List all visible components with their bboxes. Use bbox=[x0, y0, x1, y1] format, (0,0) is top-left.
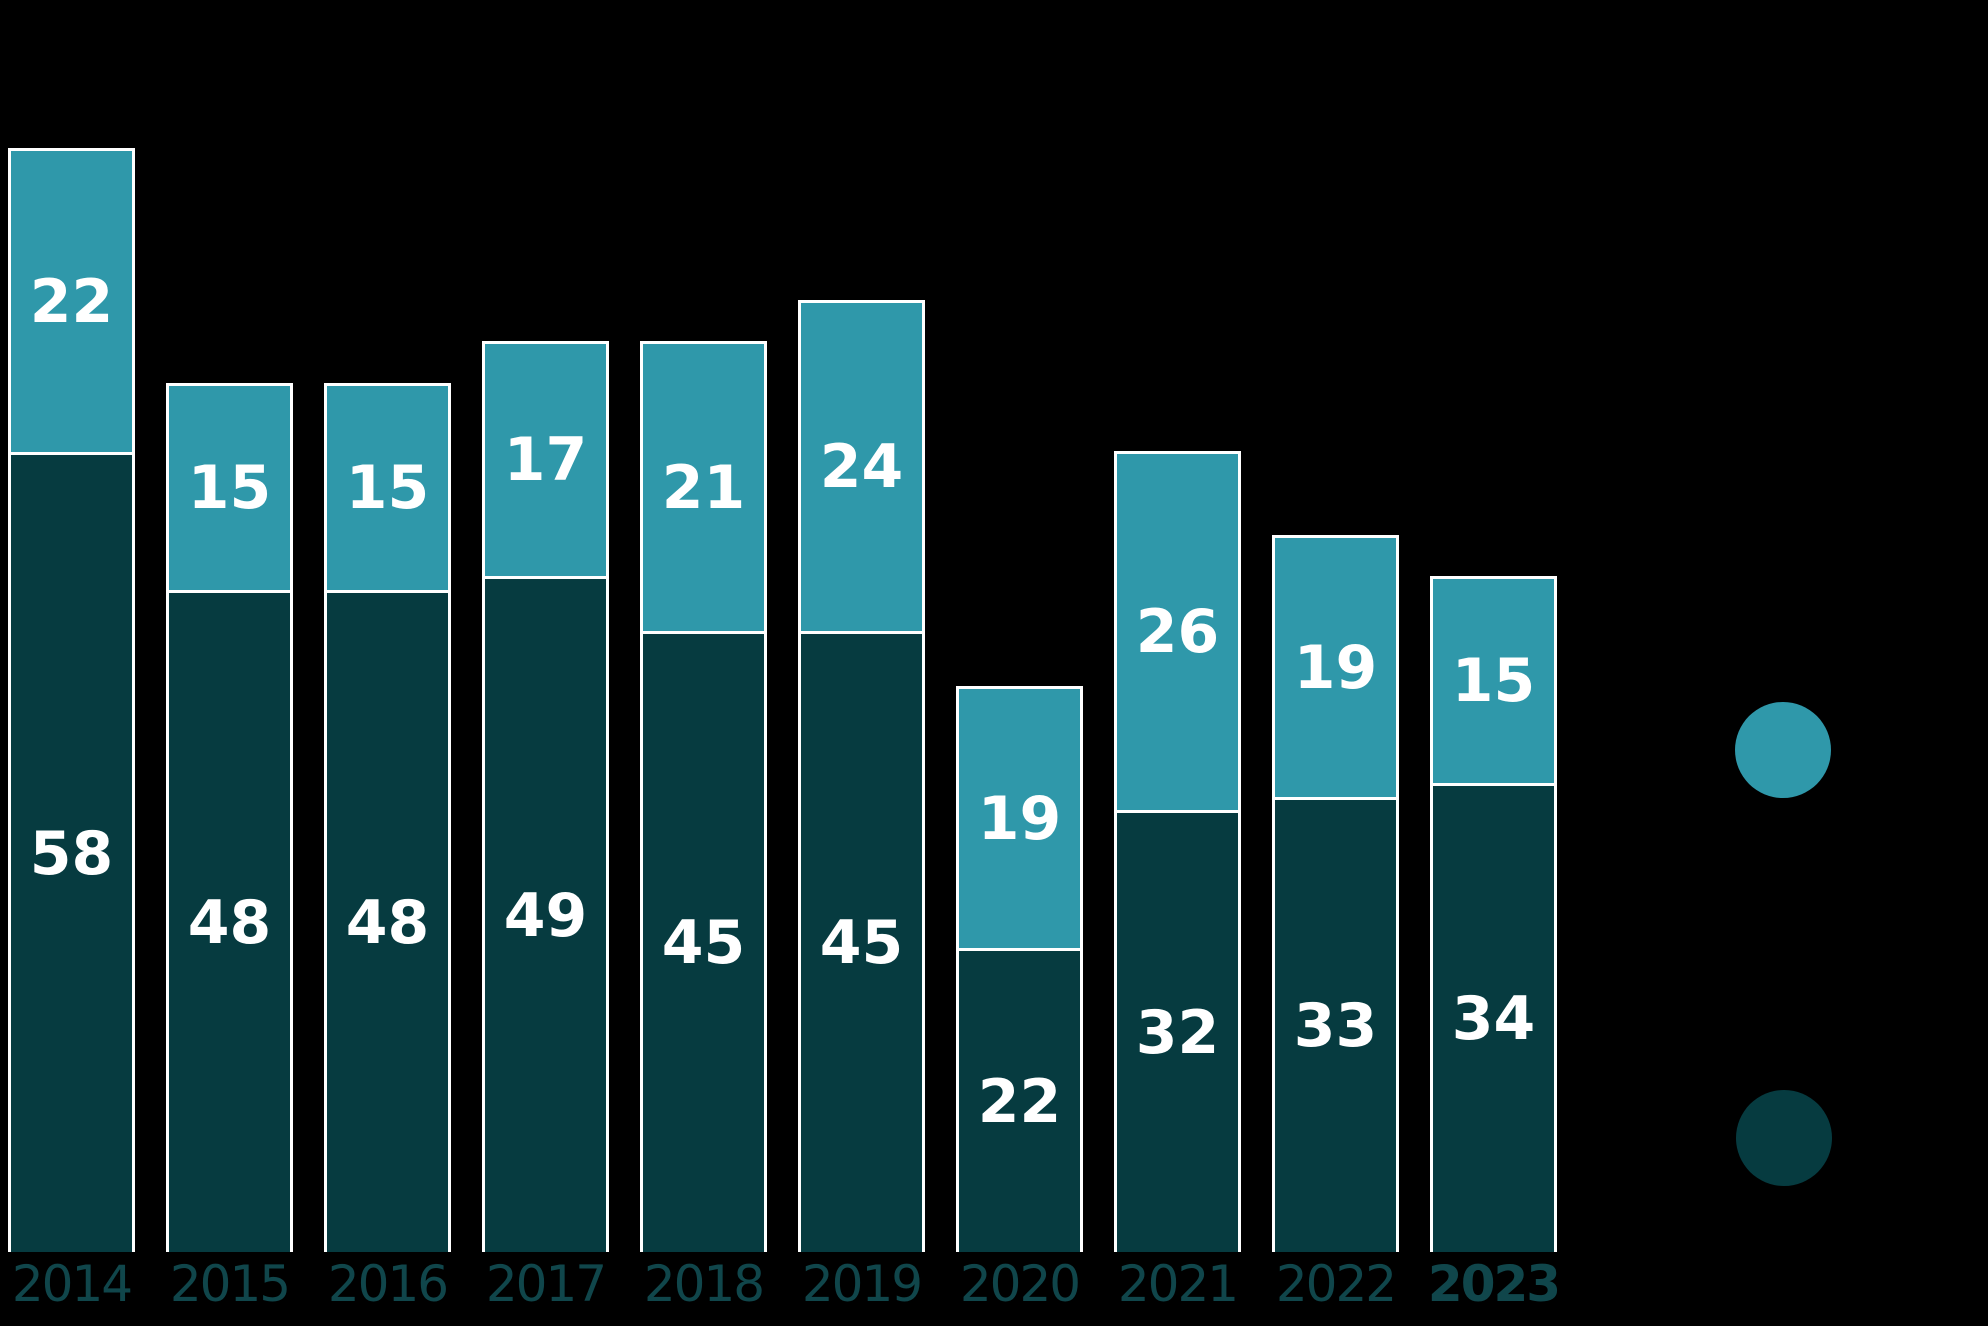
value-label-top-2023: 15 bbox=[1451, 646, 1536, 716]
value-label-bottom-2016: 48 bbox=[345, 887, 430, 958]
value-label-top-2020: 19 bbox=[977, 783, 1062, 854]
bar-2022: 19 33 bbox=[1272, 535, 1399, 1252]
x-axis-label-2019: 2019 bbox=[801, 1255, 923, 1313]
value-label-bottom-2023: 34 bbox=[1451, 984, 1536, 1054]
bar-2015-bottom-segment: 48 bbox=[166, 590, 293, 1252]
value-label-top-2017: 17 bbox=[503, 425, 588, 495]
bar-2020: 19 22 bbox=[956, 686, 1083, 1252]
legend-swatch-bottom-segment bbox=[1736, 1090, 1832, 1186]
value-label-top-2021: 26 bbox=[1135, 597, 1220, 667]
bar-2023: 15 34 bbox=[1430, 576, 1557, 1252]
value-label-bottom-2021: 32 bbox=[1135, 997, 1220, 1068]
bar-2014: 22 58 bbox=[8, 148, 135, 1252]
x-axis-label-2015: 2015 bbox=[169, 1255, 291, 1313]
bar-2023-bottom-segment: 34 bbox=[1430, 783, 1557, 1252]
value-label-bottom-2015: 48 bbox=[187, 887, 272, 958]
value-label-bottom-2014: 58 bbox=[29, 818, 114, 889]
bar-2020-bottom-segment: 22 bbox=[956, 948, 1083, 1252]
bar-2018-top-segment: 21 bbox=[640, 341, 767, 631]
bar-2015-top-segment: 15 bbox=[166, 383, 293, 590]
bar-2019-bottom-segment: 45 bbox=[798, 631, 925, 1252]
x-axis-label-2018: 2018 bbox=[643, 1255, 765, 1313]
bar-2017-top-segment: 17 bbox=[482, 341, 609, 576]
x-axis-label-2017: 2017 bbox=[485, 1255, 607, 1313]
value-label-bottom-2017: 49 bbox=[503, 880, 588, 951]
bar-2018-bottom-segment: 45 bbox=[640, 631, 767, 1252]
value-label-top-2014: 22 bbox=[29, 266, 114, 337]
bar-2018: 21 45 bbox=[640, 341, 767, 1252]
value-label-bottom-2020: 22 bbox=[977, 1066, 1062, 1137]
bar-2023-top-segment: 15 bbox=[1430, 576, 1557, 783]
value-label-top-2015: 15 bbox=[187, 453, 272, 523]
x-axis-label-2021: 2021 bbox=[1117, 1255, 1239, 1313]
bar-2022-top-segment: 19 bbox=[1272, 535, 1399, 797]
bar-2014-bottom-segment: 58 bbox=[8, 452, 135, 1252]
bar-2021-bottom-segment: 32 bbox=[1114, 810, 1241, 1252]
value-label-top-2022: 19 bbox=[1293, 632, 1378, 703]
bar-2019: 24 45 bbox=[798, 300, 925, 1252]
value-label-bottom-2019: 45 bbox=[819, 908, 904, 978]
x-axis-label-2014: 2014 bbox=[11, 1255, 133, 1313]
bar-2020-top-segment: 19 bbox=[956, 686, 1083, 948]
bar-2019-top-segment: 24 bbox=[798, 300, 925, 631]
value-label-bottom-2018: 45 bbox=[661, 908, 746, 978]
x-axis-label-2016: 2016 bbox=[327, 1255, 449, 1313]
x-axis-label-2020: 2020 bbox=[959, 1255, 1081, 1313]
bar-2017-bottom-segment: 49 bbox=[482, 576, 609, 1252]
bar-2016: 15 48 bbox=[324, 383, 451, 1252]
x-axis-label-2023: 2023 bbox=[1427, 1255, 1561, 1313]
bar-2016-bottom-segment: 48 bbox=[324, 590, 451, 1252]
value-label-top-2018: 21 bbox=[661, 452, 746, 523]
value-label-top-2019: 24 bbox=[819, 432, 904, 502]
bar-2017: 17 49 bbox=[482, 341, 609, 1252]
bar-2015: 15 48 bbox=[166, 383, 293, 1252]
x-axis-label-2022: 2022 bbox=[1275, 1255, 1397, 1313]
bar-2014-top-segment: 22 bbox=[8, 148, 135, 452]
legend-swatch-top-segment bbox=[1735, 702, 1831, 798]
bar-2016-top-segment: 15 bbox=[324, 383, 451, 590]
value-label-top-2016: 15 bbox=[345, 453, 430, 523]
value-label-bottom-2022: 33 bbox=[1293, 991, 1378, 1061]
bar-2022-bottom-segment: 33 bbox=[1272, 797, 1399, 1252]
bar-2021: 26 32 bbox=[1114, 451, 1241, 1252]
bar-2021-top-segment: 26 bbox=[1114, 451, 1241, 810]
